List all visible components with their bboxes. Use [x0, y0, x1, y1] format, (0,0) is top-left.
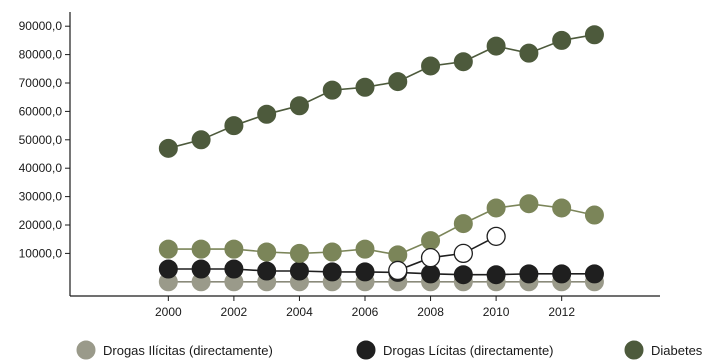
- y-tick-label: 70000,0: [19, 76, 63, 90]
- legend-marker-drogas-ilicitas: [76, 340, 96, 360]
- data-point: [453, 265, 473, 285]
- legend-item-diabetes: Diabetes: [624, 340, 703, 360]
- data-point: [420, 248, 441, 268]
- data-point: [486, 265, 506, 285]
- x-tick-label: 2012: [548, 305, 575, 319]
- data-point: [519, 194, 539, 214]
- x-tick-label: 2006: [352, 305, 379, 319]
- x-tick-label: 2004: [286, 305, 313, 319]
- x-tick-group: 2000 2002 2004 2006 2008 2010 2012: [155, 296, 575, 319]
- y-tick-label: 80000,0: [19, 48, 63, 62]
- series-3: [158, 194, 604, 265]
- legend-label-drogas-licitas: Drogas Lícitas (directamente): [383, 343, 554, 358]
- data-point: [421, 264, 441, 284]
- data-point: [257, 104, 277, 124]
- data-point: [322, 242, 342, 262]
- data-point: [158, 138, 178, 158]
- data-point: [158, 259, 178, 279]
- data-point: [355, 239, 375, 259]
- legend-label-diabetes: Diabetes: [651, 343, 703, 358]
- data-point: [453, 52, 473, 72]
- data-point: [191, 259, 211, 279]
- legend-label-drogas-ilicitas: Drogas Ilícitas (directamente): [103, 343, 273, 358]
- data-point: [421, 56, 441, 76]
- data-point: [552, 198, 572, 218]
- data-point: [289, 261, 309, 281]
- data-point: [421, 231, 441, 251]
- data-point: [257, 242, 277, 262]
- y-tick-label: 40000,0: [19, 161, 63, 175]
- data-point: [552, 264, 572, 284]
- data-point: [552, 30, 572, 50]
- x-tick-label: 2010: [483, 305, 510, 319]
- data-point: [257, 261, 277, 281]
- data-point: [191, 239, 211, 259]
- data-point: [584, 25, 604, 45]
- data-point: [584, 205, 604, 225]
- series-4: [388, 226, 506, 281]
- data-point: [355, 77, 375, 97]
- data-point: [486, 36, 506, 56]
- data-point: [453, 243, 473, 264]
- x-tick-label: 2000: [155, 305, 182, 319]
- data-point: [519, 264, 539, 284]
- y-tick-label: 10000,0: [19, 246, 63, 260]
- y-tick-label: 90000,0: [19, 19, 63, 33]
- data-point: [224, 116, 244, 136]
- data-point: [191, 130, 211, 150]
- series-line: [397, 235, 497, 272]
- data-point: [224, 239, 244, 259]
- data-point: [388, 260, 408, 281]
- series-2: [158, 25, 604, 158]
- data-point: [486, 198, 506, 218]
- data-point: [224, 259, 244, 279]
- data-point: [322, 80, 342, 100]
- legend-marker-drogas-licitas: [356, 340, 376, 360]
- y-tick-label: 30000,0: [19, 190, 63, 204]
- data-point: [355, 262, 375, 282]
- data-point: [322, 262, 342, 282]
- legend: Drogas Ilícitas (directamente) Drogas Lí…: [76, 340, 703, 360]
- legend-item-drogas-ilicitas: Drogas Ilícitas (directamente): [76, 340, 273, 360]
- data-point: [486, 226, 506, 247]
- data-point: [289, 96, 309, 116]
- data-point: [584, 264, 604, 284]
- data-point: [453, 214, 473, 234]
- legend-item-drogas-licitas: Drogas Lícitas (directamente): [356, 340, 554, 360]
- y-tick-label: 20000,0: [19, 218, 63, 232]
- data-point: [289, 243, 309, 263]
- y-tick-label: 60000,0: [19, 104, 63, 118]
- x-tick-label: 2008: [417, 305, 444, 319]
- y-tick-label: 50000,0: [19, 133, 63, 147]
- series-layer: [158, 25, 604, 292]
- data-point: [519, 43, 539, 63]
- data-point: [388, 72, 408, 92]
- data-point: [158, 239, 178, 259]
- x-tick-label: 2002: [221, 305, 248, 319]
- y-tick-group: 10000,0 20000,0 30000,0 40000,0 50000,0 60000…: [19, 19, 70, 260]
- legend-marker-diabetes: [624, 340, 644, 360]
